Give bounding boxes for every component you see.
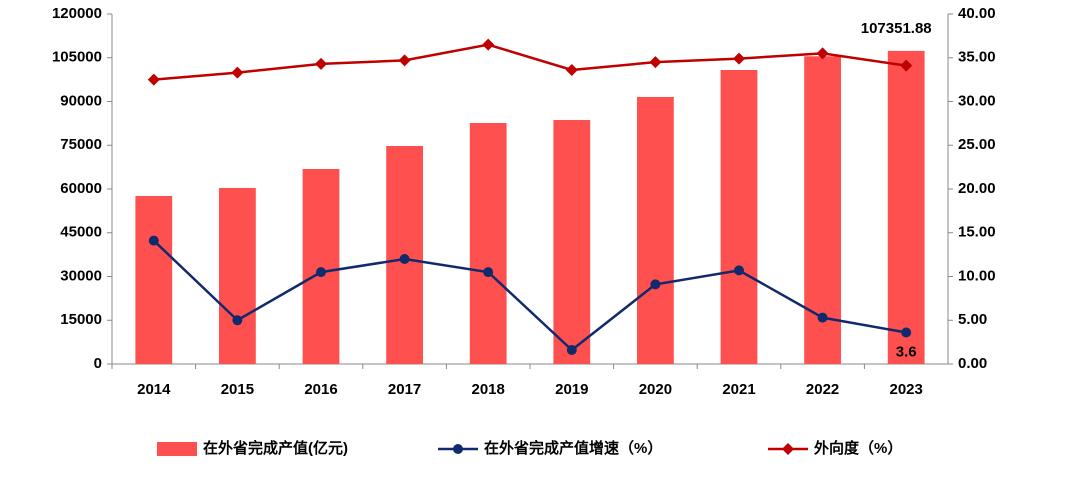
line-marker [817,312,828,323]
y-tick-label: 75000 [60,136,102,153]
line-marker [650,279,661,290]
legend-label: 在外省完成产值增速（%） [484,439,662,457]
x-tick-label: 2020 [639,381,672,398]
line-marker [231,66,244,79]
data-label: 3.6 [896,343,917,360]
y2-tick-label: 20.00 [958,180,996,197]
line-marker [399,254,410,264]
legend-marker [782,443,794,455]
bar [469,122,507,364]
x-tick-label: 2023 [890,381,923,398]
y2-tick-label: 0.00 [958,355,987,372]
line-marker [315,57,327,70]
data-label: 107351.88 [861,20,932,37]
x-tick-label: 2019 [555,381,588,398]
line-marker [816,47,829,60]
y2-tick-label: 5.00 [958,311,987,328]
legend-swatch [157,442,197,456]
bar [887,50,925,364]
y-tick-label: 120000 [52,5,102,22]
bar [553,119,591,364]
x-tick-label: 2018 [472,381,505,398]
line-marker [398,54,411,67]
line-marker [901,327,912,338]
x-tick-label: 2017 [388,381,421,398]
line-marker [733,52,745,65]
line [153,43,907,81]
y-tick-label: 90000 [60,92,102,109]
bar [219,187,256,364]
line-marker [147,73,160,86]
y2-tick-label: 15.00 [958,224,996,241]
bar [720,70,758,364]
line [152,239,907,352]
line-marker [900,59,913,72]
y2-tick-label: 30.00 [958,92,996,109]
bar [135,196,173,364]
legend-marker [453,444,463,454]
y-tick-label: 105000 [52,49,102,66]
legend-label: 在外省完成产值(亿元) [203,439,348,457]
line-marker [566,345,577,355]
line-marker [565,64,578,76]
legend-label: 外向度（%） [813,439,902,457]
x-tick-label: 2016 [304,381,337,398]
bar [637,96,674,365]
line-marker [232,315,243,326]
y2-tick-label: 40.00 [958,5,996,22]
y2-tick-label: 35.00 [958,49,996,66]
x-tick-label: 2022 [806,381,839,398]
line-marker [483,267,494,278]
y-tick-label: 45000 [60,224,102,241]
y-tick-label: 15000 [60,311,102,328]
x-tick-label: 2015 [221,381,254,398]
bar [302,168,340,364]
line-marker [148,235,159,246]
y2-tick-label: 10.00 [958,267,996,284]
y-tick-label: 60000 [60,180,102,197]
y-tick-label: 0 [94,355,102,372]
line-marker [482,38,495,51]
x-tick-label: 2014 [137,381,171,398]
line-marker [649,56,662,69]
y-tick-label: 30000 [60,267,102,284]
line-marker [316,267,326,278]
x-tick-label: 2021 [722,381,755,398]
line-marker [734,265,744,276]
y2-tick-label: 25.00 [958,136,996,153]
